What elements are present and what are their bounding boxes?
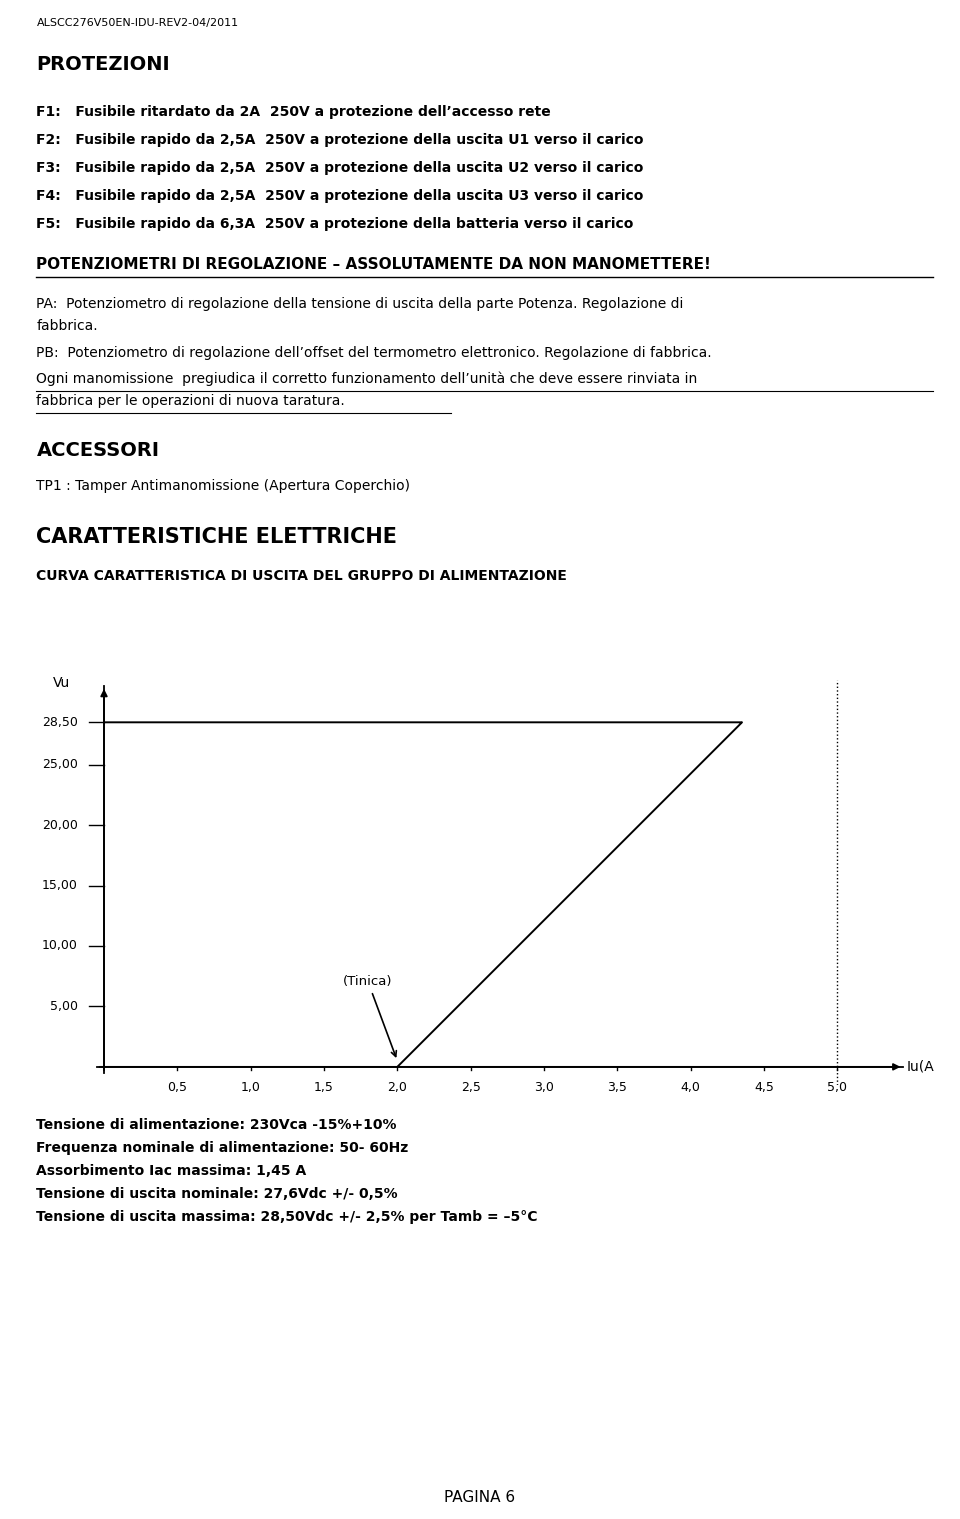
Text: 4,0: 4,0 xyxy=(681,1082,701,1094)
Text: ALSCC276V50EN-IDU-REV2-04/2011: ALSCC276V50EN-IDU-REV2-04/2011 xyxy=(36,18,239,27)
Text: fabbrica per le operazioni di nuova taratura.: fabbrica per le operazioni di nuova tara… xyxy=(36,393,346,409)
Text: Vu: Vu xyxy=(53,676,70,690)
Text: TP1 : Tamper Antimanomissione (Apertura Coperchio): TP1 : Tamper Antimanomissione (Apertura … xyxy=(36,478,411,494)
Text: F1:   Fusibile ritardato da 2A  250V a protezione dell’accesso rete: F1: Fusibile ritardato da 2A 250V a prot… xyxy=(36,105,551,118)
Text: 2,0: 2,0 xyxy=(388,1082,407,1094)
Text: ACCESSORI: ACCESSORI xyxy=(36,441,159,460)
Text: 0,5: 0,5 xyxy=(167,1082,187,1094)
Text: (Tinica): (Tinica) xyxy=(344,975,396,1057)
Text: PAGINA 6: PAGINA 6 xyxy=(444,1490,516,1505)
Text: 2,5: 2,5 xyxy=(461,1082,481,1094)
Text: 3,0: 3,0 xyxy=(534,1082,554,1094)
Text: CARATTERISTICHE ELETTRICHE: CARATTERISTICHE ELETTRICHE xyxy=(36,527,397,547)
Text: 5,00: 5,00 xyxy=(50,1000,78,1013)
Text: 1,0: 1,0 xyxy=(241,1082,260,1094)
Text: Tensione di uscita massima: 28,50Vdc +/- 2,5% per Tamb = –5°C: Tensione di uscita massima: 28,50Vdc +/-… xyxy=(36,1211,538,1224)
Text: Tensione di alimentazione: 230Vca -15%+10%: Tensione di alimentazione: 230Vca -15%+1… xyxy=(36,1118,397,1132)
Text: 25,00: 25,00 xyxy=(41,758,78,772)
Text: fabbrica.: fabbrica. xyxy=(36,319,98,333)
Text: 10,00: 10,00 xyxy=(41,939,78,952)
Text: F5:   Fusibile rapido da 6,3A  250V a protezione della batteria verso il carico: F5: Fusibile rapido da 6,3A 250V a prote… xyxy=(36,217,634,231)
Text: 5,0: 5,0 xyxy=(828,1082,848,1094)
Text: 1,5: 1,5 xyxy=(314,1082,334,1094)
Text: 15,00: 15,00 xyxy=(41,880,78,892)
Text: Iu(A: Iu(A xyxy=(906,1060,934,1074)
Text: F3:   Fusibile rapido da 2,5A  250V a protezione della uscita U2 verso il carico: F3: Fusibile rapido da 2,5A 250V a prote… xyxy=(36,161,644,175)
Text: PB:  Potenziometro di regolazione dell’offset del termometro elettronico. Regola: PB: Potenziometro di regolazione dell’of… xyxy=(36,346,712,360)
Text: F4:   Fusibile rapido da 2,5A  250V a protezione della uscita U3 verso il carico: F4: Fusibile rapido da 2,5A 250V a prote… xyxy=(36,188,644,204)
Text: PROTEZIONI: PROTEZIONI xyxy=(36,55,170,74)
Text: F2:   Fusibile rapido da 2,5A  250V a protezione della uscita U1 verso il carico: F2: Fusibile rapido da 2,5A 250V a prote… xyxy=(36,134,644,147)
Text: Assorbimento Iac massima: 1,45 A: Assorbimento Iac massima: 1,45 A xyxy=(36,1164,307,1179)
Text: Ogni manomissione  pregiudica il corretto funzionamento dell’unità che deve esse: Ogni manomissione pregiudica il corretto… xyxy=(36,372,698,386)
Text: 4,5: 4,5 xyxy=(754,1082,774,1094)
Text: POTENZIOMETRI DI REGOLAZIONE – ASSOLUTAMENTE DA NON MANOMETTERE!: POTENZIOMETRI DI REGOLAZIONE – ASSOLUTAM… xyxy=(36,257,711,272)
Text: Frequenza nominale di alimentazione: 50- 60Hz: Frequenza nominale di alimentazione: 50-… xyxy=(36,1141,409,1154)
Text: PA:  Potenziometro di regolazione della tensione di uscita della parte Potenza. : PA: Potenziometro di regolazione della t… xyxy=(36,298,684,311)
Text: Tensione di uscita nominale: 27,6Vdc +/- 0,5%: Tensione di uscita nominale: 27,6Vdc +/-… xyxy=(36,1186,398,1202)
Text: CURVA CARATTERISTICA DI USCITA DEL GRUPPO DI ALIMENTAZIONE: CURVA CARATTERISTICA DI USCITA DEL GRUPP… xyxy=(36,570,567,583)
Text: 20,00: 20,00 xyxy=(41,819,78,831)
Text: 28,50: 28,50 xyxy=(41,715,78,729)
Text: 3,5: 3,5 xyxy=(608,1082,627,1094)
